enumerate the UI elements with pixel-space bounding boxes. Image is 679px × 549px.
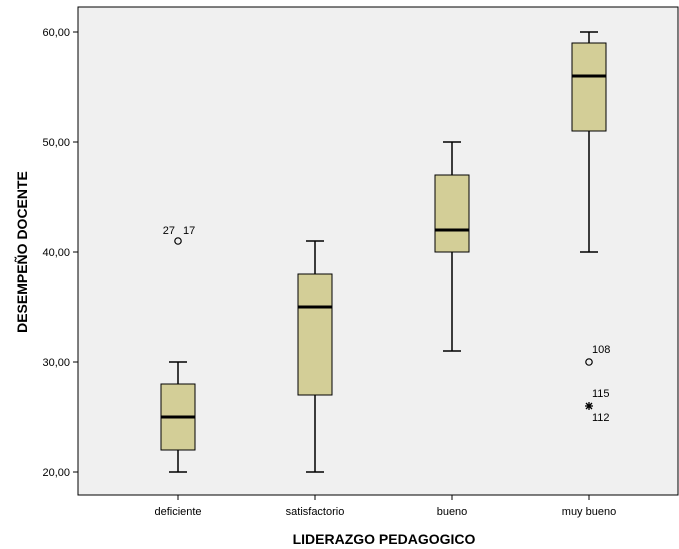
iqr-box: [434, 174, 470, 253]
y-tick-label: 40,00: [42, 247, 70, 259]
y-tick-label: 60,00: [42, 27, 70, 39]
box-series: 27 17 108 115 112: [160, 31, 610, 473]
outlier-label: 108: [592, 344, 610, 356]
x-axis-title: LIDERAZGO PEDAGOGICO: [293, 531, 476, 547]
box-deficiente: 27 17: [160, 225, 196, 473]
outlier-label: 27: [163, 225, 175, 237]
y-tick-label: 50,00: [42, 137, 70, 149]
outlier-circle: [174, 237, 182, 245]
y-tick-label: 30,00: [42, 357, 70, 369]
y-axis-title: DESEMPEÑO DOCENTE: [13, 171, 30, 333]
x-tick-label: satisfactorio: [286, 506, 345, 518]
y-axis: 20,00 30,00 40,00 50,00 60,00: [42, 27, 78, 479]
outlier-label: 17: [183, 225, 195, 237]
box-muy-bueno: 108 115 112: [571, 31, 610, 424]
x-tick-label: muy bueno: [562, 506, 616, 518]
y-tick-label: 20,00: [42, 467, 70, 479]
x-tick-label: deficiente: [154, 506, 201, 518]
iqr-box: [571, 42, 607, 132]
box-satisfactorio: [297, 240, 333, 473]
outlier-circle: [585, 358, 593, 366]
x-tick-label: bueno: [437, 506, 468, 518]
box-bueno: [434, 141, 470, 352]
iqr-box: [297, 273, 333, 396]
outlier-label: 112: [592, 412, 610, 424]
extreme-star: [585, 402, 593, 410]
x-axis: deficiente satisfactorio bueno muy bueno: [154, 495, 616, 518]
outlier-label: 115: [592, 388, 610, 400]
